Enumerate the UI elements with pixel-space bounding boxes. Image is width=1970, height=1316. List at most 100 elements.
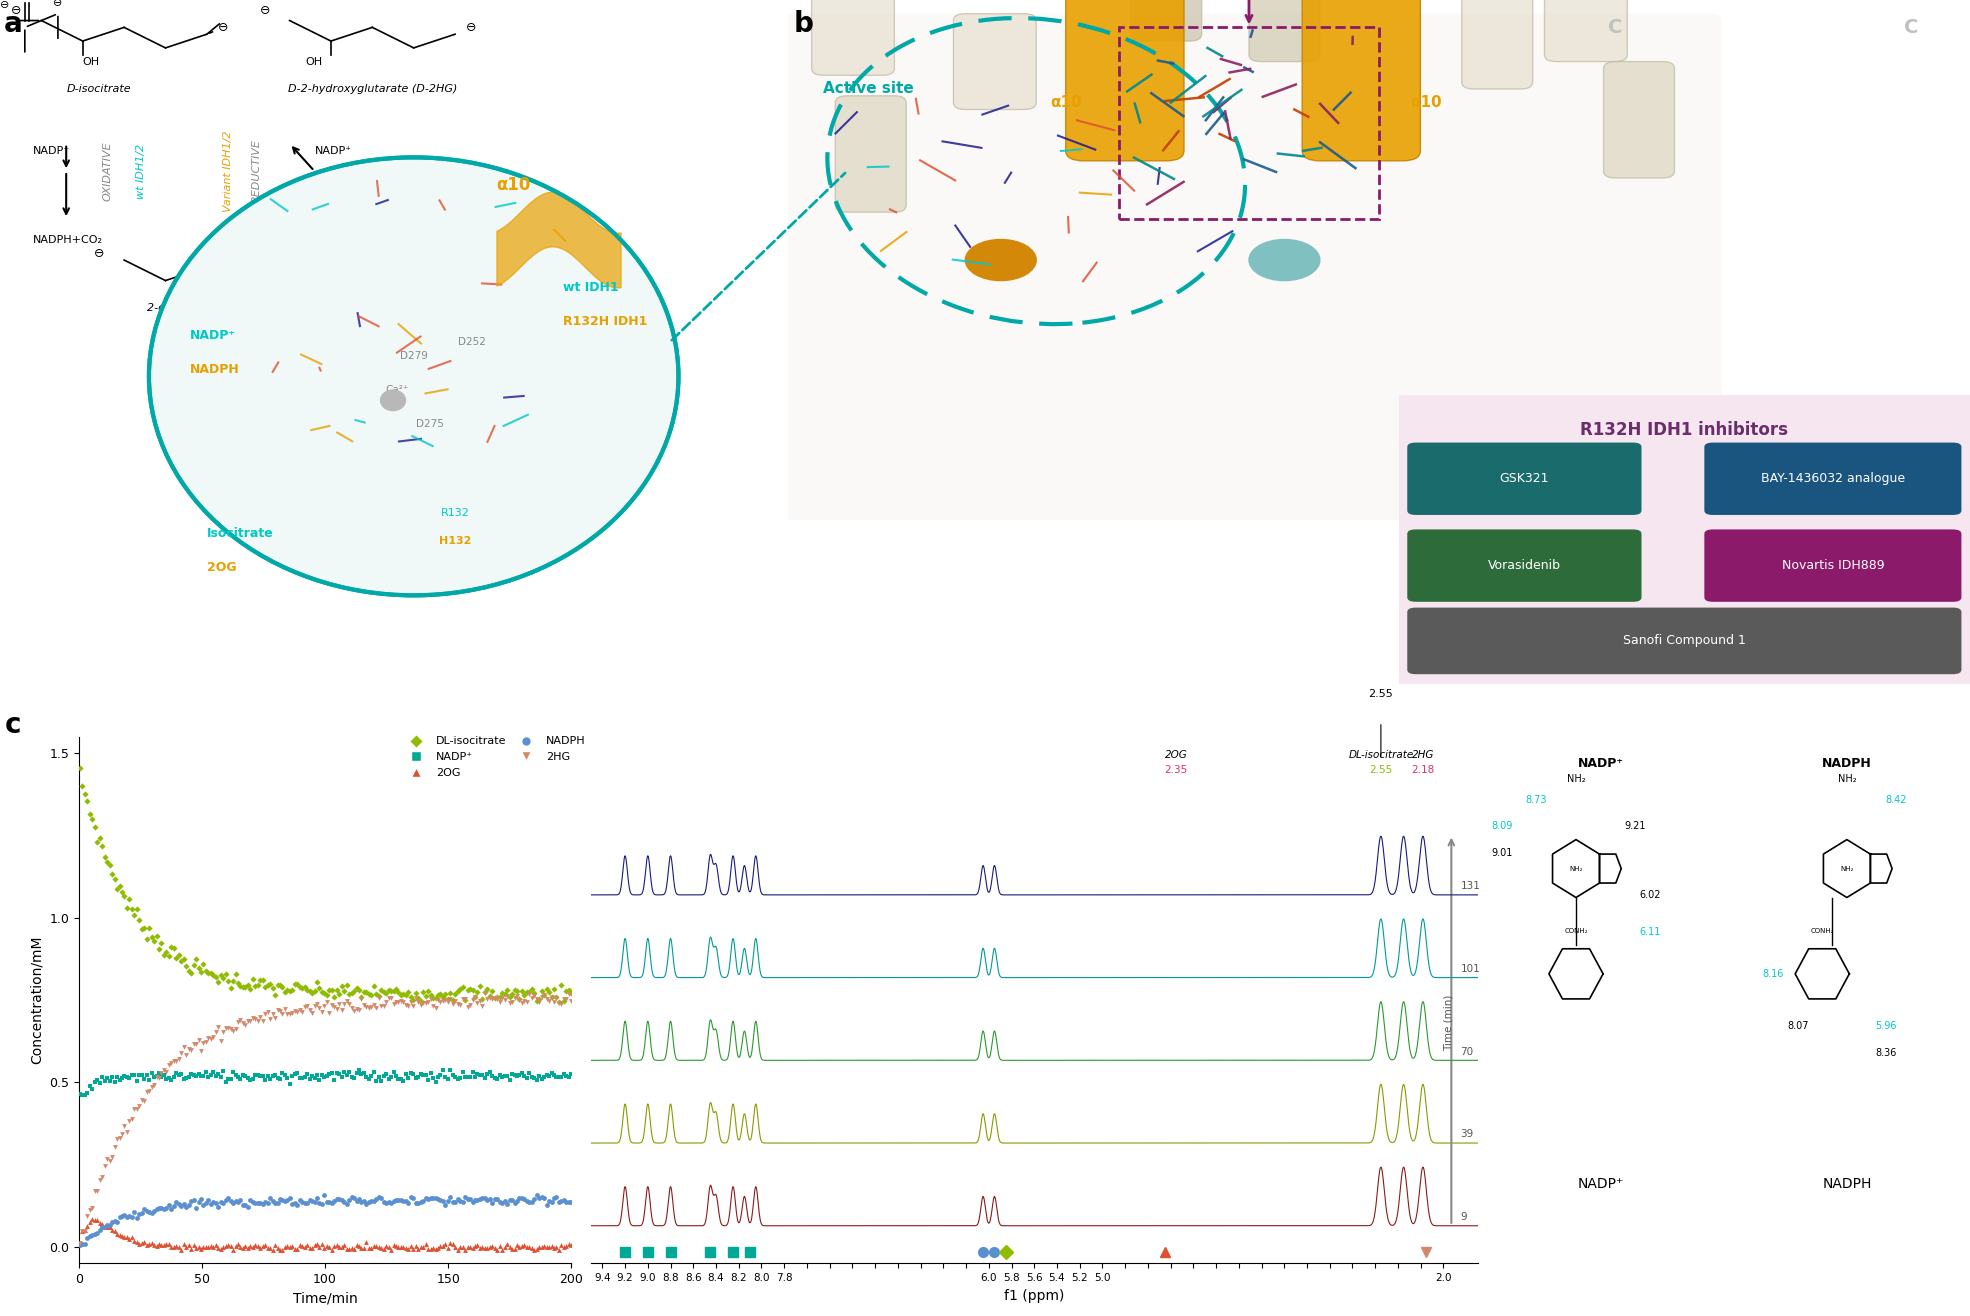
Point	[520, 1184, 552, 1205]
Point	[435, 988, 467, 1009]
Point	[140, 1236, 171, 1257]
Point	[538, 1065, 569, 1086]
Point	[400, 1236, 431, 1257]
Point	[530, 1065, 561, 1086]
Point	[366, 995, 398, 1016]
Point	[299, 1234, 331, 1255]
Point	[234, 1236, 266, 1257]
Point	[167, 1069, 199, 1090]
Point	[392, 1238, 424, 1259]
Point	[376, 1192, 408, 1213]
Point	[286, 978, 317, 999]
Point	[227, 1012, 258, 1033]
Point	[445, 995, 477, 1016]
Point	[95, 1215, 126, 1236]
Point	[400, 982, 431, 1003]
Point	[392, 982, 424, 1003]
Point	[319, 1070, 351, 1091]
Point	[508, 984, 540, 1005]
Point	[144, 1198, 175, 1219]
Point	[100, 878, 132, 899]
Point	[254, 1009, 286, 1030]
Point	[489, 1066, 520, 1087]
Point	[100, 1212, 132, 1233]
Point	[65, 1233, 97, 1254]
Point	[79, 1224, 110, 1245]
Point	[416, 1063, 447, 1084]
Text: ⊖: ⊖	[467, 21, 477, 34]
Point	[108, 1115, 140, 1136]
Point	[140, 925, 171, 946]
Point	[349, 1191, 380, 1212]
Point	[280, 974, 311, 995]
Point	[408, 1237, 439, 1258]
Point	[345, 1238, 376, 1259]
Text: REDUCTIVE: REDUCTIVE	[252, 139, 262, 203]
Text: 8.09: 8.09	[1491, 821, 1513, 832]
Point	[272, 1067, 303, 1088]
Point	[439, 1237, 471, 1258]
Point	[339, 1067, 370, 1088]
Point	[445, 1069, 477, 1090]
Point	[138, 1200, 169, 1221]
X-axis label: f1 (ppm): f1 (ppm)	[1005, 1288, 1064, 1303]
Point	[305, 1065, 337, 1086]
Point	[81, 1070, 112, 1091]
Point	[299, 995, 331, 1016]
Point	[140, 1066, 171, 1087]
Point	[296, 1237, 327, 1258]
Point	[426, 1190, 457, 1211]
Point	[489, 983, 520, 1004]
Point	[296, 1003, 327, 1024]
Point	[292, 980, 323, 1001]
Point	[518, 986, 550, 1007]
Point	[81, 1209, 112, 1230]
Point	[494, 1237, 526, 1258]
Point	[554, 979, 585, 1000]
Point	[510, 1237, 542, 1258]
Point	[230, 1194, 262, 1215]
Point	[554, 983, 585, 1004]
Point	[303, 1236, 335, 1257]
Point	[193, 1067, 225, 1088]
FancyBboxPatch shape	[1302, 0, 1420, 161]
Point	[236, 969, 268, 990]
Text: NH₂: NH₂	[1838, 774, 1856, 784]
Text: Novartis IDH889: Novartis IDH889	[1781, 559, 1883, 572]
Point	[91, 1217, 122, 1238]
Point	[185, 1238, 217, 1259]
Point	[160, 1236, 191, 1257]
Point	[353, 983, 384, 1004]
Point	[426, 1236, 457, 1257]
Point	[398, 990, 429, 1011]
Point	[459, 1236, 491, 1257]
Point	[260, 1007, 292, 1028]
Point	[516, 1238, 548, 1259]
Point	[548, 1236, 579, 1257]
Point	[451, 1188, 483, 1209]
Point	[325, 1190, 357, 1211]
Text: N: N	[1667, 436, 1682, 454]
Point	[390, 1237, 422, 1258]
Point	[331, 991, 362, 1012]
Point	[150, 941, 181, 962]
Point	[110, 1121, 142, 1142]
Point	[550, 988, 581, 1009]
Text: 9.01: 9.01	[1491, 848, 1513, 858]
Point	[496, 992, 528, 1013]
Point	[487, 1192, 518, 1213]
Text: H132: H132	[439, 536, 471, 546]
Point	[439, 1192, 471, 1213]
Point	[457, 1191, 489, 1212]
Text: 2HG: 2HG	[1412, 750, 1434, 759]
Point	[175, 1238, 207, 1259]
Point	[477, 988, 508, 1009]
Point	[240, 1192, 272, 1213]
Point	[272, 1236, 303, 1257]
Point	[67, 1221, 98, 1242]
Point	[242, 1011, 274, 1032]
Point	[104, 1128, 136, 1149]
Point	[126, 919, 158, 940]
Point	[396, 991, 427, 1012]
Point	[556, 1063, 587, 1084]
